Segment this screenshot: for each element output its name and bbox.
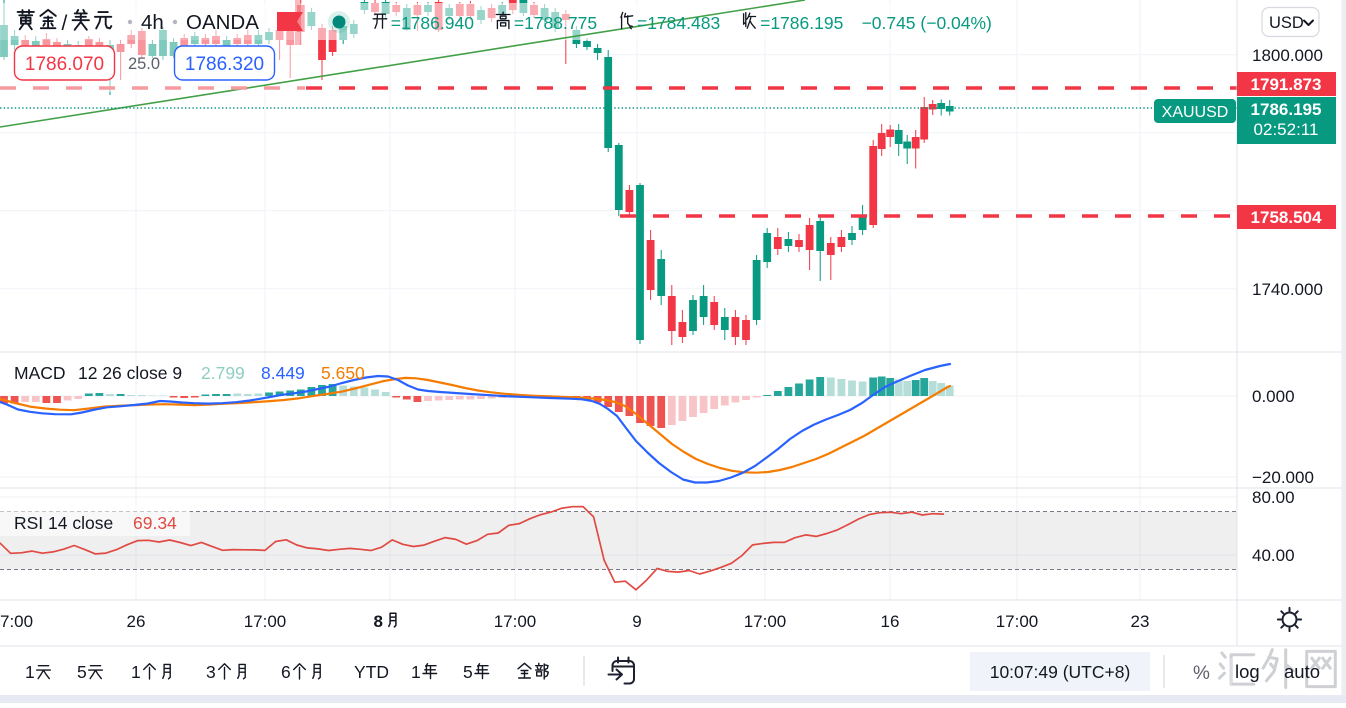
svg-text:80.00: 80.00 xyxy=(1252,488,1295,507)
svg-text:17:00: 17:00 xyxy=(996,612,1039,631)
svg-text:40.00: 40.00 xyxy=(1252,546,1295,565)
svg-text:=1784.483: =1784.483 xyxy=(637,13,720,33)
svg-text:10:07:49 (UTC+8): 10:07:49 (UTC+8) xyxy=(990,662,1131,682)
svg-text:6: 6 xyxy=(281,662,291,682)
svg-text:1786.320: 1786.320 xyxy=(185,54,264,75)
svg-text:=1786.940: =1786.940 xyxy=(391,13,474,33)
svg-text:16: 16 xyxy=(881,612,900,631)
svg-text:RSI 14 close: RSI 14 close xyxy=(14,513,113,533)
svg-text:XAUUSD: XAUUSD xyxy=(1162,104,1229,121)
svg-text:%: % xyxy=(1193,663,1210,684)
svg-text:1740.000: 1740.000 xyxy=(1252,280,1323,299)
svg-text:1800.000: 1800.000 xyxy=(1252,46,1323,65)
svg-text:YTD: YTD xyxy=(354,662,389,682)
svg-text:23: 23 xyxy=(1131,612,1150,631)
svg-text:4h: 4h xyxy=(141,11,164,34)
svg-text:9: 9 xyxy=(632,612,641,631)
svg-text:−0.745 (−0.04%): −0.745 (−0.04%) xyxy=(862,13,992,33)
svg-text:17:00: 17:00 xyxy=(744,612,787,631)
svg-text:17:00: 17:00 xyxy=(244,612,287,631)
svg-text:1786.070: 1786.070 xyxy=(25,54,104,75)
svg-text:1786.195: 1786.195 xyxy=(1251,100,1322,119)
svg-text:0.000: 0.000 xyxy=(1252,387,1295,406)
svg-text:8: 8 xyxy=(374,612,383,631)
svg-text:5.650: 5.650 xyxy=(321,363,365,383)
svg-text:=1788.775: =1788.775 xyxy=(514,13,597,33)
svg-text:auto: auto xyxy=(1284,661,1320,682)
svg-text:5: 5 xyxy=(77,662,87,682)
svg-text:MACD: MACD xyxy=(14,363,66,383)
svg-text:69.34: 69.34 xyxy=(133,513,177,533)
svg-text:log: log xyxy=(1235,661,1260,682)
svg-text:17:00: 17:00 xyxy=(494,612,537,631)
svg-text:=1786.195: =1786.195 xyxy=(760,13,843,33)
svg-text:12 26 close 9: 12 26 close 9 xyxy=(78,363,182,383)
svg-text:26: 26 xyxy=(127,612,146,631)
svg-text:02:52:11: 02:52:11 xyxy=(1254,120,1319,139)
svg-text:8.449: 8.449 xyxy=(261,363,305,383)
svg-text:OANDA: OANDA xyxy=(186,11,259,34)
svg-text:/: / xyxy=(62,12,68,35)
svg-text:2.799: 2.799 xyxy=(201,363,245,383)
svg-text:−20.000: −20.000 xyxy=(1252,468,1314,487)
svg-text:1: 1 xyxy=(131,662,141,682)
svg-text:1758.504: 1758.504 xyxy=(1251,208,1322,227)
svg-text:25.0: 25.0 xyxy=(128,55,160,73)
svg-text:5: 5 xyxy=(463,662,473,682)
svg-text:1791.873: 1791.873 xyxy=(1251,75,1322,94)
svg-text:1: 1 xyxy=(25,662,35,682)
svg-text:3: 3 xyxy=(206,662,216,682)
svg-text:1: 1 xyxy=(411,662,421,682)
svg-text:7:00: 7:00 xyxy=(0,612,33,631)
svg-text:USD: USD xyxy=(1269,14,1304,32)
